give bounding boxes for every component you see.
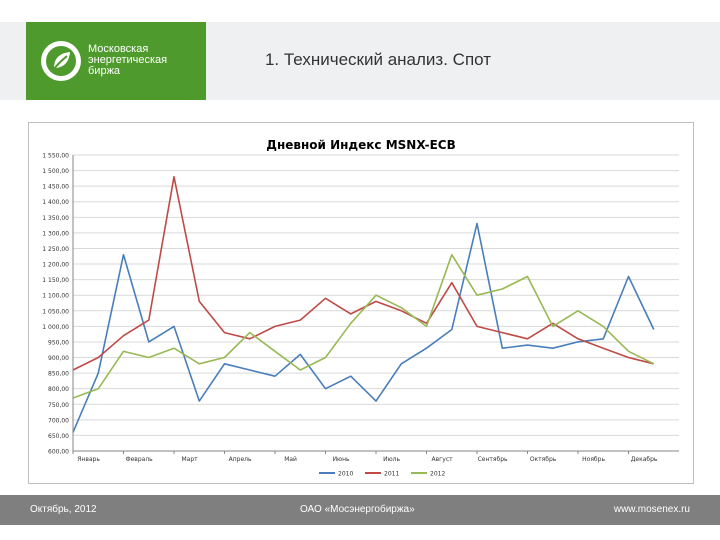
x-tick-label: Октябрь <box>530 456 557 463</box>
y-tick-label: 800,00 <box>48 386 69 393</box>
logo-line-1: Московская <box>88 43 149 55</box>
y-tick-label: 1 000,00 <box>42 324 69 331</box>
series-line-2012 <box>72 253 655 399</box>
y-tick-label: 1 400,00 <box>42 199 69 206</box>
line-chart: Дневной Индекс MSNX-ECB 600,00 650,00 700,… <box>42 138 679 478</box>
page-title: 1. Технический анализ. Спот <box>264 50 492 69</box>
x-tick-label: Ноябрь <box>582 456 605 463</box>
y-tick-label: 600,00 <box>48 449 69 456</box>
grid <box>73 154 679 452</box>
legend-label-2011: 2011 <box>384 471 399 478</box>
y-tick-label: 1 250,00 <box>42 246 69 253</box>
y-tick-label: 900,00 <box>48 355 69 362</box>
y-tick-label: 850,00 <box>48 371 69 378</box>
y-tick-label: 750,00 <box>48 402 69 409</box>
logo[interactable]: Московская энергетическая биржа <box>26 22 206 100</box>
x-tick-label: Февраль <box>125 456 153 463</box>
footer-url[interactable]: www.mosenex.ru <box>613 504 690 515</box>
x-tick-label: Август <box>432 456 454 463</box>
x-tick-label: Март <box>181 456 198 463</box>
series-line-2011 <box>72 175 654 371</box>
footer: Октябрь, 2012 ОАО «Мосэнергобиржа» www.m… <box>0 495 720 525</box>
y-tick-label: 950,00 <box>48 339 69 346</box>
y-tick-label: 1 500,00 <box>42 168 69 175</box>
footer-date: Октябрь, 2012 <box>30 504 97 515</box>
y-tick-label: 650,00 <box>48 433 69 440</box>
series-line-2010 <box>72 222 655 433</box>
legend-label-2012: 2012 <box>430 471 445 478</box>
x-tick-label: Апрель <box>229 456 252 463</box>
y-tick-label: 700,00 <box>48 417 69 424</box>
y-tick-label: 1 150,00 <box>42 277 69 284</box>
chart-frame: Дневной Индекс MSNX-ECB 600,00 650,00 700,… <box>28 122 694 484</box>
chart-title: Дневной Индекс MSNX-ECB <box>266 138 455 152</box>
x-tick-label: Июнь <box>333 456 350 463</box>
x-tick-label: Сентябрь <box>478 456 508 463</box>
chart-legend: 2010 2011 2012 <box>319 471 445 478</box>
y-tick-label: 1 450,00 <box>42 184 69 191</box>
series-group <box>72 175 655 433</box>
x-tick-label: Декабрь <box>631 456 658 463</box>
y-tick-label: 1 200,00 <box>42 262 69 269</box>
footer-org: ОАО «Мосэнергобиржа» <box>300 504 415 515</box>
x-tick-label: Июль <box>383 456 400 463</box>
x-tick-label: Январь <box>77 456 100 463</box>
y-tick-label: 1 100,00 <box>42 293 69 300</box>
axes: 600,00 650,00 700,00 750,00 800,00 850,00 900,… <box>42 153 679 463</box>
logo-text: Московская энергетическая биржа <box>88 44 203 77</box>
legend-label-2010: 2010 <box>338 471 353 478</box>
logo-line-2: энергетическая <box>88 54 168 66</box>
logo-line-3: биржа <box>88 65 121 77</box>
y-tick-label: 1 550,00 <box>42 153 69 160</box>
y-tick-label: 1 050,00 <box>42 308 69 315</box>
x-tick-label: Май <box>284 456 297 463</box>
y-tick-label: 1 350,00 <box>42 215 69 222</box>
y-tick-label: 1 300,00 <box>42 230 69 237</box>
logo-leaf-icon <box>41 41 81 81</box>
